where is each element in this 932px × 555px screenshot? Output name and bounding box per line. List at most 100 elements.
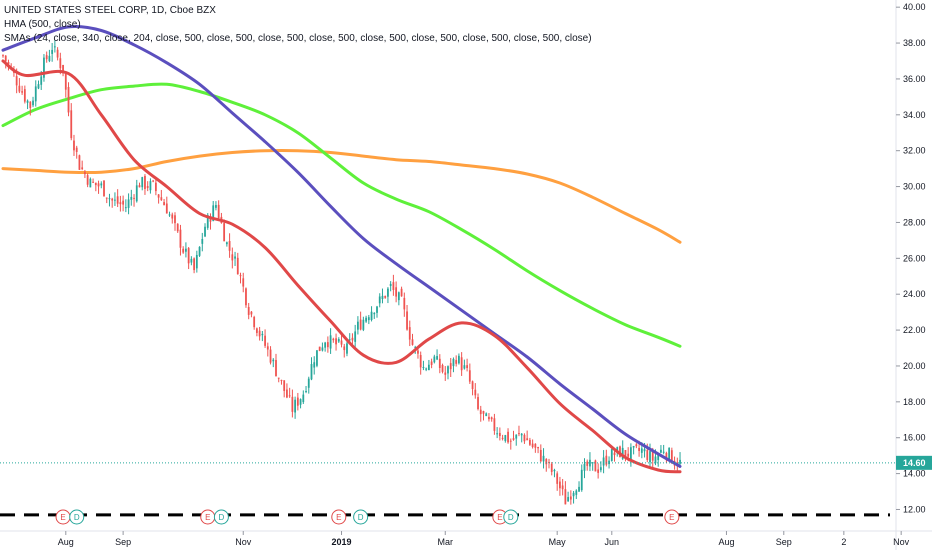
earnings-event-marker[interactable]: E (664, 509, 680, 525)
dividend-event-marker[interactable]: D (213, 509, 229, 525)
candle-down (78, 155, 81, 170)
candle-down (160, 197, 163, 201)
candle-down (624, 450, 627, 456)
sma-orange-layer (1, 148, 682, 244)
sma-legend-label[interactable]: SMAs (24, close, 340, close, 204, close,… (4, 33, 592, 44)
candle-down (4, 55, 7, 62)
candle-up (654, 456, 657, 464)
candle-up (520, 433, 523, 436)
dividend-event-marker[interactable]: D (503, 509, 519, 525)
candle-up (370, 311, 373, 321)
candle-down (258, 330, 261, 337)
candle-down (477, 397, 479, 410)
candle-up (599, 467, 602, 471)
candle-down (15, 76, 18, 86)
hma-legend-label[interactable]: HMA (500, close) (4, 19, 81, 30)
candle-up (305, 391, 307, 393)
candle-up (48, 55, 51, 62)
candle-down (586, 461, 589, 466)
candle-up (26, 100, 29, 103)
dividend-event-marker[interactable]: D (69, 509, 85, 525)
dividend-event-label: D (508, 513, 514, 522)
candle-down (619, 446, 621, 458)
time-tick-label: 2019 (332, 537, 352, 547)
candle-down (193, 258, 195, 271)
last-price-layer: 14.60 (0, 455, 932, 470)
candle-up (204, 226, 206, 237)
candle-up (212, 205, 215, 221)
candle-down (408, 327, 411, 340)
candle-down (556, 473, 559, 484)
candle-up (201, 238, 204, 244)
candle-up (149, 181, 152, 191)
candle-down (86, 175, 89, 185)
candle-up (567, 497, 570, 502)
candle-up (215, 205, 217, 208)
time-tick-label: Nov (893, 537, 910, 547)
candle-down (597, 469, 600, 473)
candle-down (81, 167, 84, 169)
candle-up (43, 57, 45, 78)
candle-down (326, 342, 329, 348)
candle-down (64, 73, 67, 90)
candle-down (646, 450, 649, 460)
earnings-event-label: E (336, 513, 341, 522)
candle-down (635, 444, 638, 447)
price-tick-label: 20.00 (903, 361, 926, 371)
candle-up (337, 339, 340, 342)
candle-up (40, 76, 43, 85)
candle-up (373, 312, 376, 315)
candle-up (381, 295, 384, 300)
candle-up (414, 346, 417, 348)
candle-down (332, 338, 335, 341)
candle-down (165, 203, 168, 214)
candle-up (425, 368, 428, 370)
candle-up (141, 177, 144, 188)
price-tick-label: 24.00 (903, 289, 926, 299)
candle-down (84, 172, 86, 175)
candle-up (299, 399, 302, 405)
time-tick-label: Aug (58, 537, 74, 547)
candle-up (362, 319, 365, 330)
candle-up (34, 86, 37, 102)
candle-up (329, 335, 332, 349)
price-axis[interactable]: 12.00 14.00 16.00 18.00 20.00 22.00 24.00 26.00… (896, 2, 926, 514)
candle-down (471, 381, 474, 390)
candle-down (144, 175, 146, 189)
candle-up (376, 306, 378, 313)
candle-down (255, 328, 258, 333)
time-tick-label: 2 (841, 537, 846, 547)
candle-up (198, 246, 201, 256)
candle-up (589, 459, 591, 467)
candle-up (515, 434, 518, 439)
candle-down (561, 485, 564, 490)
chart-title[interactable]: UNITED STATES STEEL CORP, 1D, Cboe BZX (4, 5, 216, 16)
dividend-event-marker[interactable]: D (353, 509, 369, 525)
candle-down (406, 311, 408, 330)
price-tick-label: 40.00 (903, 2, 926, 12)
earnings-event-label: E (205, 513, 210, 522)
price-tick-label: 16.00 (903, 433, 926, 443)
candle-up (127, 199, 130, 208)
candle-up (294, 399, 297, 413)
candle-down (651, 450, 654, 461)
legend: UNITED STATES STEEL CORP, 1D, Cboe BZX H… (4, 4, 592, 46)
dividend-event-circle (69, 509, 85, 525)
earnings-event-marker[interactable]: E (200, 509, 216, 525)
candle-up (662, 451, 665, 453)
candle-up (463, 365, 466, 369)
candle-down (539, 449, 542, 462)
candle-down (239, 275, 242, 277)
candle-down (264, 335, 266, 346)
candle-up (130, 196, 133, 200)
earnings-event-label: E (497, 513, 502, 522)
candle-down (400, 288, 403, 297)
earnings-event-marker[interactable]: E (55, 509, 71, 525)
time-axis[interactable]: Aug Sep Nov 2019 Mar May Jun Aug Sep 2 Nov (58, 531, 910, 547)
candle-up (668, 447, 671, 461)
earnings-event-marker[interactable]: E (331, 509, 347, 525)
candle-down (176, 223, 179, 232)
